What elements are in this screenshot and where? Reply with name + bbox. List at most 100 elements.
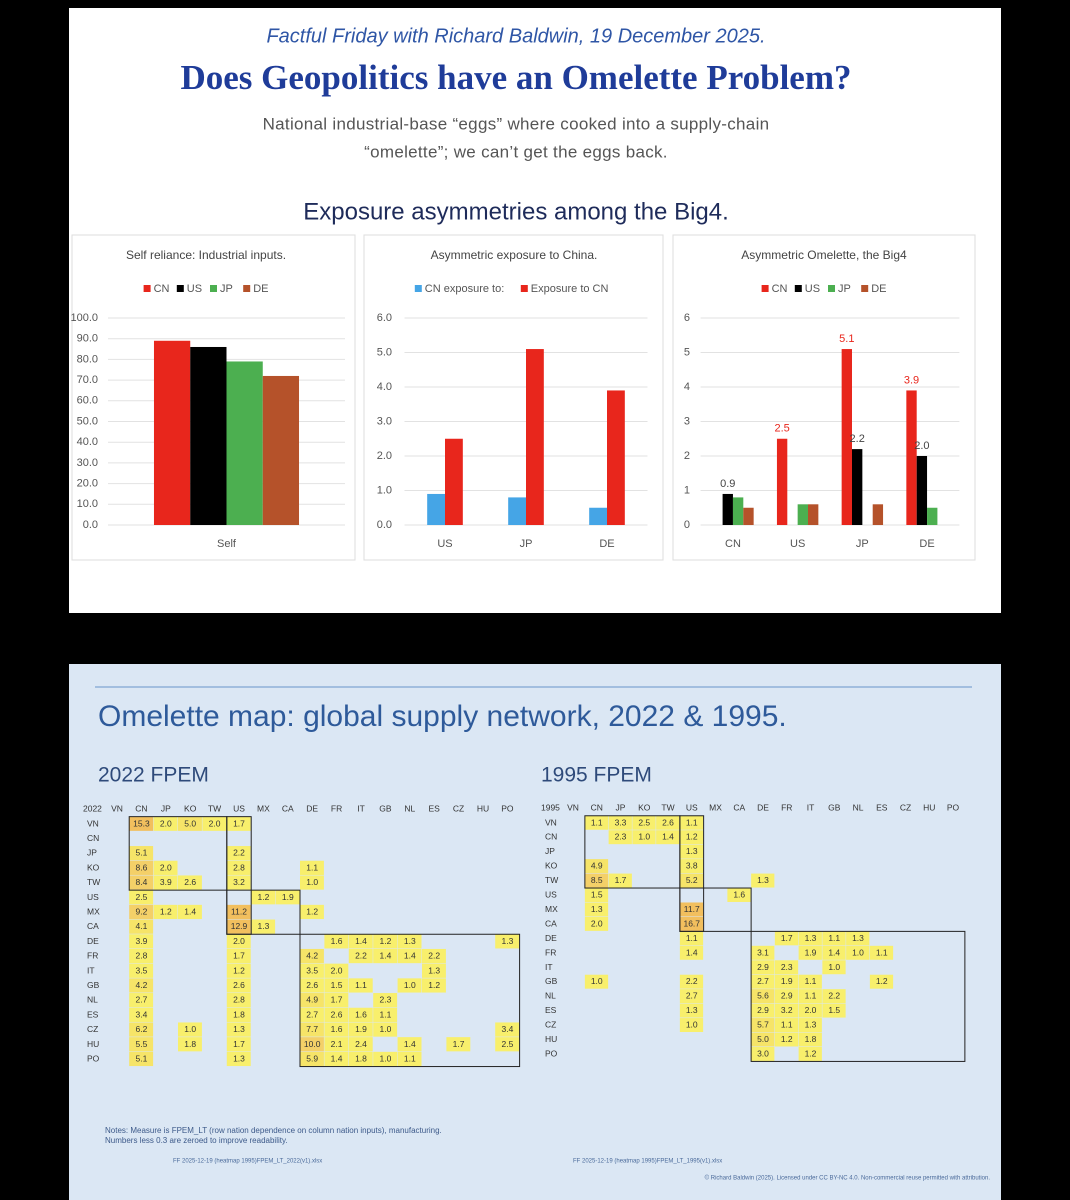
- heat-cell: [422, 948, 446, 964]
- column-label: JP: [616, 802, 626, 812]
- heat-cell: [632, 830, 656, 845]
- column-label: VN: [567, 802, 579, 812]
- cell-value: 1.0: [306, 877, 318, 887]
- heat-cell: [798, 1046, 822, 1061]
- heat-cell: [679, 815, 704, 830]
- row-label: TW: [545, 875, 558, 885]
- x-tick-label: Self: [217, 538, 237, 550]
- heat-cell: [822, 945, 846, 960]
- row-label: PO: [545, 1048, 558, 1058]
- heat-cell: [822, 1003, 846, 1018]
- cell-value: 1.2: [428, 980, 440, 990]
- map-title: Omelette map: global supply network, 202…: [98, 700, 787, 733]
- cell-value: 1.7: [233, 818, 245, 828]
- cell-value: 4.1: [135, 921, 147, 931]
- heat-cell: [679, 830, 704, 845]
- row-label: IT: [87, 965, 95, 975]
- heat-cell: [774, 1018, 799, 1033]
- heat-cell: [178, 816, 202, 831]
- heat-cell: [584, 888, 609, 902]
- heat-cell: [632, 815, 656, 830]
- cell-value: 1.9: [282, 892, 294, 902]
- heat-cell: [348, 934, 373, 949]
- cell-value: 3.0: [757, 1048, 769, 1058]
- y-tick-label: 100.0: [70, 312, 98, 324]
- cell-value: 1.4: [404, 951, 416, 961]
- cell-value: 1.1: [828, 933, 840, 943]
- heat-cell: [324, 993, 349, 1008]
- heat-cell: [324, 1051, 349, 1067]
- heat-cell: [324, 1007, 349, 1022]
- heat-cell: [822, 989, 846, 1004]
- x-tick-label: JP: [520, 538, 533, 550]
- cell-value: 3.1: [757, 947, 769, 957]
- cell-value: 1.6: [733, 890, 745, 900]
- heat-cell: [129, 1022, 154, 1037]
- x-tick-label: DE: [599, 538, 614, 550]
- row-label: KO: [87, 862, 100, 872]
- y-tick-label: 60.0: [77, 395, 98, 407]
- bar: [607, 390, 625, 525]
- corner-label: 1995: [541, 802, 560, 812]
- cell-value: 1.7: [615, 875, 627, 885]
- y-tick-label: 3: [684, 415, 690, 427]
- cell-value: 1.0: [686, 1020, 698, 1030]
- y-tick-label: 4.0: [377, 381, 392, 393]
- cell-value: 2.6: [662, 817, 674, 827]
- heat-cell: [300, 1007, 324, 1022]
- heat-cell: [751, 945, 775, 960]
- column-label: MX: [257, 803, 270, 813]
- heat-cell: [129, 890, 154, 905]
- row-label: ES: [545, 1005, 557, 1015]
- bar: [445, 438, 463, 525]
- cell-value: 2.2: [355, 951, 367, 961]
- cell-value: 1.0: [852, 947, 864, 957]
- cell-value: 1.0: [638, 832, 650, 842]
- heat-cell: [153, 860, 178, 875]
- x-tick-label: US: [437, 538, 452, 550]
- heat-cell: [129, 993, 154, 1008]
- column-label: CZ: [900, 802, 911, 812]
- column-label: ES: [876, 802, 888, 812]
- row-label: CN: [545, 832, 557, 842]
- cell-value: 1.2: [160, 906, 172, 916]
- heat-cell: [226, 993, 251, 1008]
- cell-value: 5.0: [184, 818, 196, 828]
- heat-cell: [226, 904, 251, 920]
- heat-cell: [608, 873, 632, 888]
- legend-label: CN exposure to:: [425, 283, 504, 295]
- cell-value: 5.6: [757, 991, 769, 1001]
- cell-value: 1.3: [852, 933, 864, 943]
- heat-cell: [324, 1022, 349, 1037]
- cell-value: 1.3: [501, 936, 513, 946]
- heat-cell: [774, 960, 799, 975]
- cell-value: 2.3: [615, 832, 627, 842]
- heat-cell: [774, 1003, 799, 1018]
- cell-value: 8.5: [591, 875, 603, 885]
- cell-value: 1.7: [233, 1039, 245, 1049]
- heat-cell: [129, 963, 154, 978]
- y-tick-label: 70.0: [77, 374, 98, 386]
- heat-cell: [679, 945, 704, 960]
- bar: [526, 349, 544, 525]
- cell-value: 1.9: [805, 947, 817, 957]
- cell-value: 1.2: [257, 892, 269, 902]
- heat-cell: [446, 1037, 471, 1052]
- row-label: PO: [87, 1053, 100, 1063]
- value-label: 2.0: [914, 440, 929, 452]
- heat-cell: [129, 860, 154, 875]
- cell-value: 2.4: [355, 1039, 367, 1049]
- legend-label: US: [187, 283, 202, 295]
- legend-label: JP: [220, 283, 233, 295]
- legend-label: US: [805, 283, 820, 295]
- chart-title: Asymmetric exposure to China.: [431, 248, 598, 262]
- cell-value: 1.6: [331, 1024, 343, 1034]
- y-tick-label: 0.0: [83, 519, 98, 531]
- cell-value: 4.2: [135, 980, 147, 990]
- cell-value: 7.7: [306, 1024, 318, 1034]
- heat-cell: [373, 1007, 398, 1022]
- column-label: PO: [947, 802, 960, 812]
- legend-swatch: [861, 285, 869, 292]
- heat-cell: [584, 859, 609, 874]
- block-outline: [226, 889, 301, 935]
